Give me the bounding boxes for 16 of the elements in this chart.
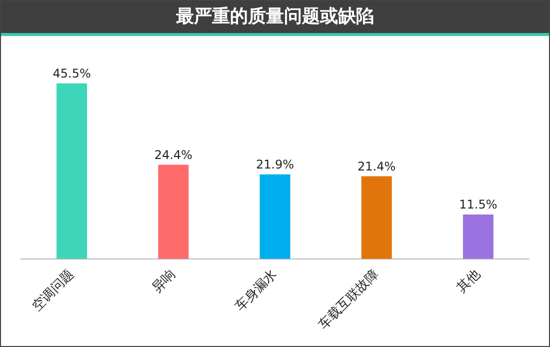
data-label: 11.5% <box>459 198 498 212</box>
data-label: 45.5% <box>52 66 91 80</box>
x-tick-label: 车身漏水 <box>232 266 280 314</box>
x-tick-label: 其他 <box>454 266 484 296</box>
bar <box>158 164 189 259</box>
bar <box>56 83 88 259</box>
bar <box>361 176 392 259</box>
data-label: 24.4% <box>154 148 192 162</box>
data-label: 21.4% <box>358 159 396 174</box>
data-label: 21.9% <box>256 157 294 172</box>
chart-title: 最严重的质量问题或缺陷 <box>176 5 374 29</box>
x-tick-label: 车载互联故障 <box>316 266 382 333</box>
bar <box>462 214 494 259</box>
bar <box>260 174 290 259</box>
x-tick-label: 空调问题 <box>30 266 78 314</box>
x-tick-label: 异响 <box>150 266 179 296</box>
